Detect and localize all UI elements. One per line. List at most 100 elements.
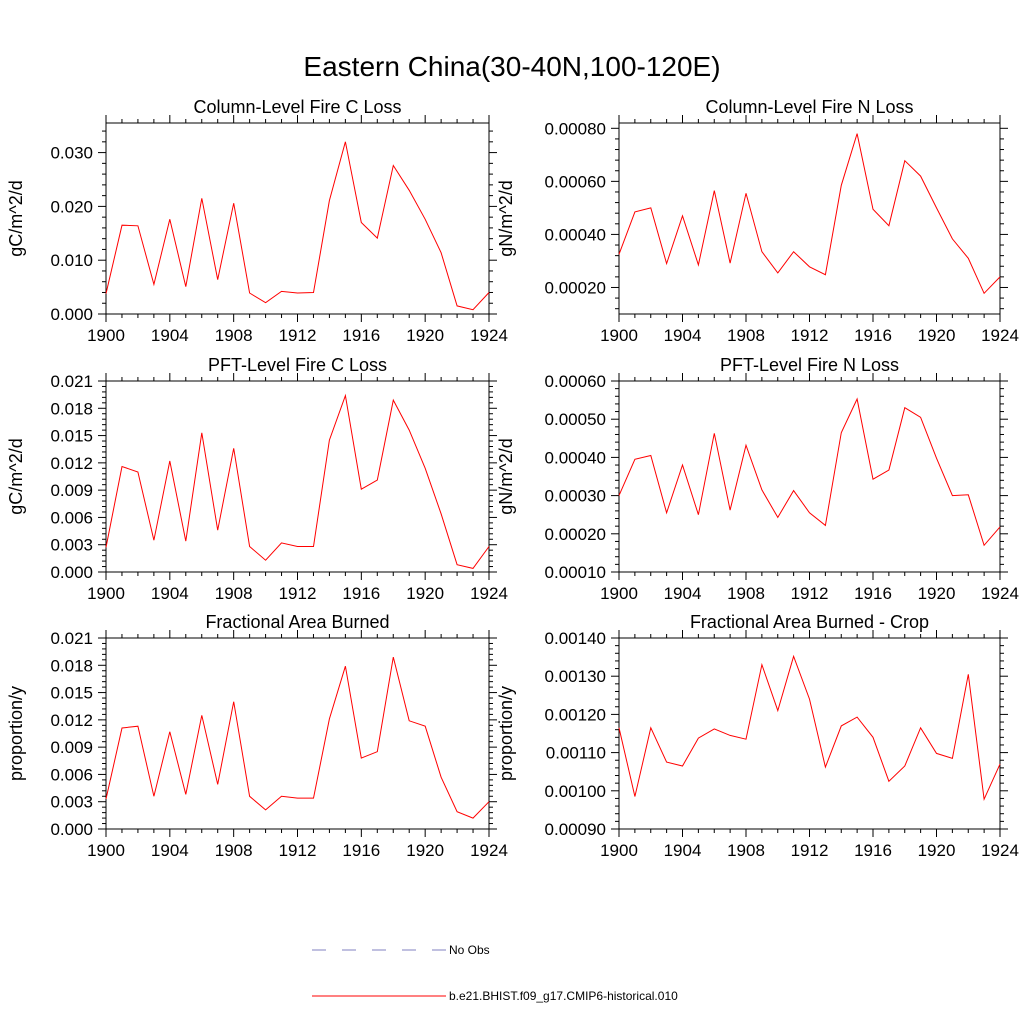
x-tick-label: 1924 [470,841,508,860]
series-line [105,141,490,311]
y-tick-label: 0.00010 [545,563,606,582]
chart-panel-5: 1900 1904 1908 1912 1916 1920 1924 0.000 0.003 0.… [6,612,508,860]
y-tick-label: 0.00110 [546,744,606,763]
x-tick-label: 1920 [918,841,956,860]
x-tick-label: 1924 [981,584,1019,603]
x-tick-label: 1912 [279,584,317,603]
series-line [618,133,1001,295]
panel-title: Fractional Area Burned [205,612,389,632]
x-tick-label: 1908 [215,841,253,860]
x-tick-label: 1900 [87,584,125,603]
x-tick-label: 1908 [727,326,765,345]
y-tick-label: 0.00040 [545,448,606,467]
x-tick-label: 1920 [406,584,444,603]
panel-title: PFT-Level Fire C Loss [208,355,387,375]
plot-frame [105,637,490,830]
x-tick-label: 1908 [215,326,253,345]
x-tick-label: 1908 [727,584,765,603]
y-tick-label: 0.009 [50,738,93,757]
y-tick-label: 0.00090 [545,820,606,839]
x-tick-label: 1900 [87,326,125,345]
y-tick-label: 0.00050 [545,410,606,429]
legend-label-model: b.e21.BHIST.f09_g17.CMIP6-historical.010 [449,989,678,1003]
y-tick-label: 0.020 [50,197,93,216]
chart-panel-4: 1900 1904 1908 1912 1916 1920 1924 0.00010 0.000… [496,355,1019,603]
y-tick-label: 0.00060 [545,172,606,191]
y-tick-label: 0.00030 [545,487,606,506]
chart-panel-3: 1900 1904 1908 1912 1916 1920 1924 0.000 0.003 0.… [6,355,508,603]
y-tick-label: 0.021 [50,629,93,648]
plot-frame [618,380,1001,573]
x-tick-label: 1900 [87,841,125,860]
x-tick-label: 1924 [470,584,508,603]
plot-frame [618,122,1001,315]
y-tick-label: 0.009 [50,481,93,500]
chart-panel-2: 1900 1904 1908 1912 1916 1920 1924 0.00020 0.000… [496,97,1019,345]
y-axis-label: gN/m^2/d [496,180,516,256]
y-axis-label: gC/m^2/d [6,438,26,514]
x-tick-label: 1912 [279,841,317,860]
y-tick-label: 0.010 [50,251,93,270]
legend: No Obs b.e21.BHIST.f09_g17.CMIP6-histori… [312,943,678,1003]
x-tick-label: 1916 [342,584,380,603]
legend-label-no-obs: No Obs [449,943,490,957]
x-tick-label: 1916 [854,326,892,345]
chart-panel-1: 1900 1904 1908 1912 1916 1920 1924 0.000 0.010 0.… [6,97,508,345]
y-tick-label: 0.015 [50,684,93,703]
y-axis-label: proportion/y [496,686,516,781]
y-tick-label: 0.012 [50,454,93,473]
y-tick-label: 0.006 [50,765,93,784]
x-tick-label: 1904 [151,841,189,860]
x-tick-label: 1904 [664,326,702,345]
x-tick-label: 1916 [342,326,380,345]
x-tick-label: 1908 [215,584,253,603]
series-line [618,397,1001,547]
y-tick-label: 0.030 [50,144,93,163]
panel-title: Column-Level Fire C Loss [193,97,401,117]
x-tick-label: 1904 [151,326,189,345]
panel-title: Column-Level Fire N Loss [705,97,913,117]
panels-container: 1900 1904 1908 1912 1916 1920 1924 0.000 0.010 0.… [6,97,1019,860]
x-tick-label: 1924 [470,326,508,345]
x-tick-label: 1916 [854,584,892,603]
x-tick-label: 1900 [600,584,638,603]
plot-frame [105,380,490,573]
x-tick-label: 1920 [918,326,956,345]
x-tick-label: 1924 [981,841,1019,860]
x-tick-label: 1900 [600,326,638,345]
x-tick-label: 1912 [279,326,317,345]
y-axis-label: gC/m^2/d [6,180,26,256]
x-tick-label: 1908 [727,841,765,860]
y-tick-label: 0.000 [50,563,93,582]
series-line [105,656,490,819]
y-tick-label: 0.000 [50,305,93,324]
x-tick-label: 1904 [151,584,189,603]
chart-panel-6: 1900 1904 1908 1912 1916 1920 1924 0.00090 0.001… [496,612,1019,860]
x-tick-label: 1912 [791,326,829,345]
y-axis-label: proportion/y [6,686,26,781]
y-tick-label: 0.018 [50,399,93,418]
y-tick-label: 0.00040 [545,225,606,244]
x-tick-label: 1912 [791,841,829,860]
panel-title: PFT-Level Fire N Loss [720,355,899,375]
series-line [618,654,1001,802]
x-tick-label: 1920 [918,584,956,603]
y-tick-label: 0.018 [50,656,93,675]
x-tick-label: 1900 [600,841,638,860]
x-tick-label: 1924 [981,326,1019,345]
x-tick-label: 1904 [664,841,702,860]
panel-title: Fractional Area Burned - Crop [690,612,929,632]
y-tick-label: 0.00140 [545,629,606,648]
x-tick-label: 1920 [406,326,444,345]
plot-frame [618,637,1001,830]
figure-title: Eastern China(30-40N,100-120E) [303,51,720,82]
x-tick-label: 1904 [664,584,702,603]
x-tick-label: 1916 [342,841,380,860]
y-tick-label: 0.012 [50,711,93,730]
series-line [105,393,490,569]
x-tick-label: 1912 [791,584,829,603]
y-tick-label: 0.00020 [545,525,606,544]
y-tick-label: 0.00060 [545,372,606,391]
y-tick-label: 0.003 [50,793,93,812]
